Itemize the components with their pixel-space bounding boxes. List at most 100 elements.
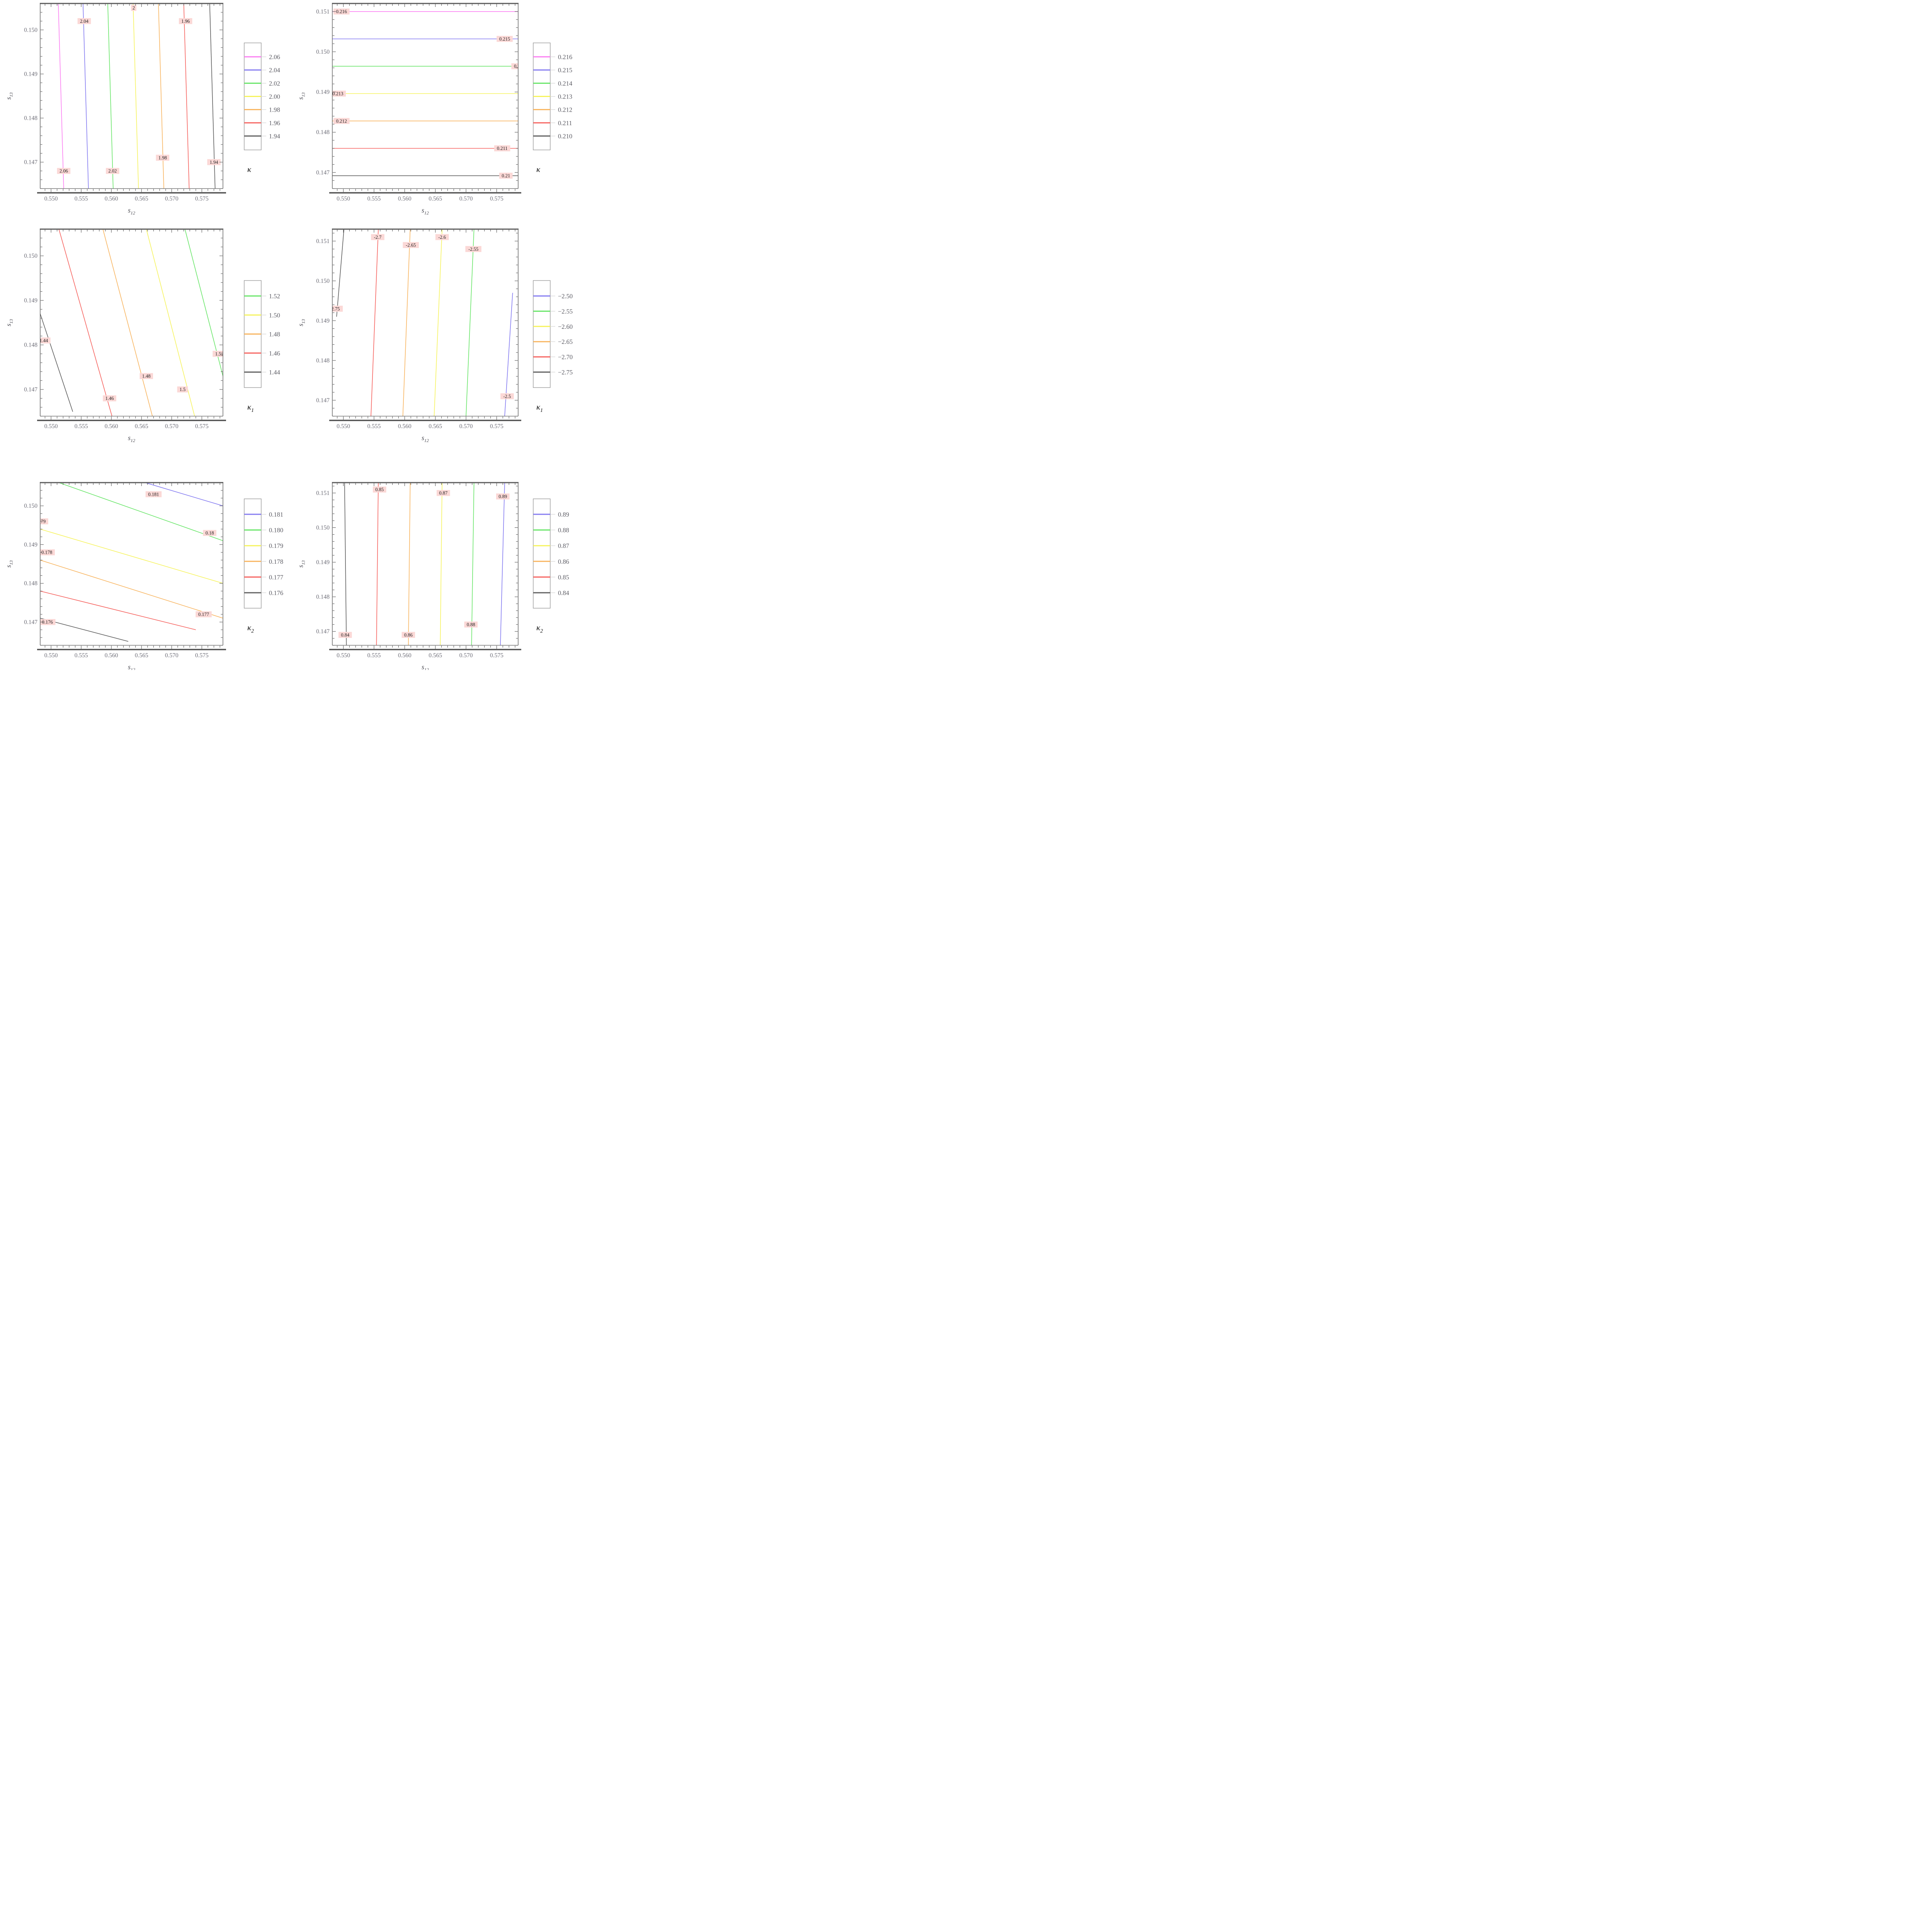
legend-entry-label: 0.216 (558, 53, 572, 61)
plot-frame (37, 228, 226, 421)
legend-entry-label: 0.179 (269, 542, 283, 549)
contour-label-2.00: 2 (131, 5, 136, 11)
legend-entry-label: 0.210 (558, 133, 572, 140)
contour-line-1.94 (209, 3, 216, 189)
contour-lines (344, 483, 505, 645)
legend-title: κ (247, 165, 252, 174)
contour-label-0.216: 0.216 (333, 9, 350, 15)
x-axis-title: s12 (422, 663, 429, 670)
contour-line-2.00 (133, 3, 139, 189)
contour-label-1.52: 1.52 (213, 350, 224, 357)
tick-labels: 0.550 0.555 0.560 0.565 0.570 0.575 0.147 0.148… (316, 9, 503, 202)
y-axis-title: s13 (297, 92, 306, 100)
contour-label-text: 1.48 (142, 374, 151, 379)
legend-title: κ2 (536, 623, 543, 634)
contour-label-0.176: 0.176 (40, 619, 56, 625)
x-tick-label: 0.555 (75, 423, 88, 430)
y-tick-label: 0.149 (316, 89, 330, 95)
contour-label-text: 0.21 (502, 173, 510, 179)
contour-label-text: 0.213 (332, 91, 343, 97)
y-tick-label: 0.150 (316, 524, 330, 531)
x-tick-label: 0.575 (195, 652, 209, 659)
x-tick-label: 0.575 (490, 652, 503, 659)
contour-label-0.215: 0.215 (497, 36, 513, 42)
x-tick-label: 0.560 (398, 196, 412, 202)
contour-label-0.211: 0.211 (494, 145, 510, 151)
contour-labels: 0.181 0.18 0.179 0.178 0.177 0.176 (40, 491, 216, 625)
x-tick-label: 0.575 (195, 196, 209, 202)
tick-labels: 0.550 0.555 0.560 0.565 0.570 0.575 0.147 0.148… (316, 238, 503, 430)
tick-labels: 0.550 0.555 0.560 0.565 0.570 0.575 0.147 0.148… (316, 490, 503, 659)
contour-plot-kappa2-right: 0.84 0.85 0.86 0.87 0.88 0.89 0.550 0.555 0.560 0… (289, 447, 578, 670)
contour-lines (336, 229, 513, 416)
contour-label-text: 0.178 (41, 550, 52, 555)
legend-entry-label: 2.06 (269, 53, 280, 61)
contour-label-text: 1.46 (105, 396, 114, 401)
contour-plot-kappa-left: 2.06 2.04 2.02 2 1.98 1.96 1.94 0.550 0.555 0.560… (0, 0, 289, 223)
contour-label-text: 1.44 (39, 338, 48, 343)
legend-title: κ2 (247, 623, 254, 634)
x-tick-label: 0.550 (44, 423, 58, 430)
contour-label-2.02: 2.02 (106, 168, 119, 174)
contour-label--2.55: -2.55 (465, 246, 481, 252)
x-tick-label: 0.560 (398, 423, 412, 430)
x-tick-label: 0.565 (135, 423, 148, 430)
contour-label-text: 1.94 (210, 160, 219, 165)
legend-entry-label: 1.50 (269, 311, 280, 319)
x-axis-title: s12 (128, 663, 135, 670)
legend-entry-label: 0.214 (558, 80, 572, 87)
contour-label-0.85: 0.85 (372, 486, 386, 493)
contour-line-1.48 (102, 229, 153, 416)
contour-label--2.65: -2.65 (403, 242, 419, 248)
contour-label--2.50: -2.5 (500, 393, 514, 400)
y-tick-label: 0.150 (316, 49, 330, 55)
tick-labels: 0.550 0.555 0.560 0.565 0.570 0.575 0.147 0.148… (24, 503, 209, 659)
x-axis-title: s12 (422, 206, 429, 216)
legend: −2.50 −2.55 −2.60 −2.65 −2.70 −2.75 κ1 (533, 280, 573, 413)
contour-label--2.60: -2.6 (435, 234, 449, 240)
contour-label-text: 2 (133, 5, 135, 11)
legend-entry-label: 2.02 (269, 80, 280, 87)
x-tick-label: 0.550 (44, 196, 58, 202)
y-tick-label: 0.148 (316, 594, 330, 600)
contour-label-text: 0.85 (375, 487, 384, 492)
legend-entry-label: 0.86 (558, 558, 569, 565)
x-tick-label: 0.555 (367, 652, 381, 659)
ticks (333, 483, 518, 649)
legend-entry-label: −2.50 (558, 293, 573, 300)
legend-title: κ1 (247, 402, 254, 413)
legend-entry-label: 0.211 (558, 119, 572, 127)
legend-entry-label: −2.75 (558, 369, 573, 376)
contour-line-0.179 (40, 529, 223, 584)
x-tick-label: 0.565 (135, 196, 148, 202)
contour-label-1.96: 1.96 (179, 18, 192, 24)
contour-label-text: 2.02 (108, 168, 117, 174)
contour-label-text: 1.96 (181, 19, 190, 24)
legend-entry-label: 0.181 (269, 511, 283, 518)
contour-labels: 0.84 0.85 0.86 0.87 0.88 0.89 (338, 486, 510, 638)
contour-label-0.178: 0.178 (40, 549, 55, 556)
plot-frame (329, 482, 521, 650)
contour-label-text: -2.6 (438, 235, 446, 240)
y-axis-title: s13 (5, 319, 14, 327)
contour-label-0.212: 0.212 (333, 118, 350, 124)
x-tick-label: 0.565 (429, 652, 442, 659)
contour-line-1.50 (146, 229, 195, 416)
contour-label-text: 0.216 (336, 9, 347, 14)
legend-entry-label: 0.84 (558, 589, 569, 597)
x-tick-label: 0.565 (429, 196, 442, 202)
legend-title: κ1 (536, 402, 543, 413)
contour-label-text: 0.87 (439, 490, 447, 496)
x-tick-label: 0.570 (459, 423, 473, 430)
legend-entry-label: −2.70 (558, 354, 573, 361)
plot-frame (329, 3, 521, 194)
y-tick-label: 0.148 (24, 580, 37, 587)
contour-label-text: 1.52 (215, 351, 224, 357)
legend: 0.181 0.180 0.179 0.178 0.177 0.176 κ2 (244, 498, 283, 634)
contour-label-2.06: 2.06 (57, 168, 71, 174)
y-tick-label: 0.147 (24, 159, 37, 166)
y-tick-label: 0.149 (316, 318, 330, 324)
y-tick-label: 0.151 (316, 9, 330, 15)
contour-label-0.87: 0.87 (437, 490, 450, 496)
